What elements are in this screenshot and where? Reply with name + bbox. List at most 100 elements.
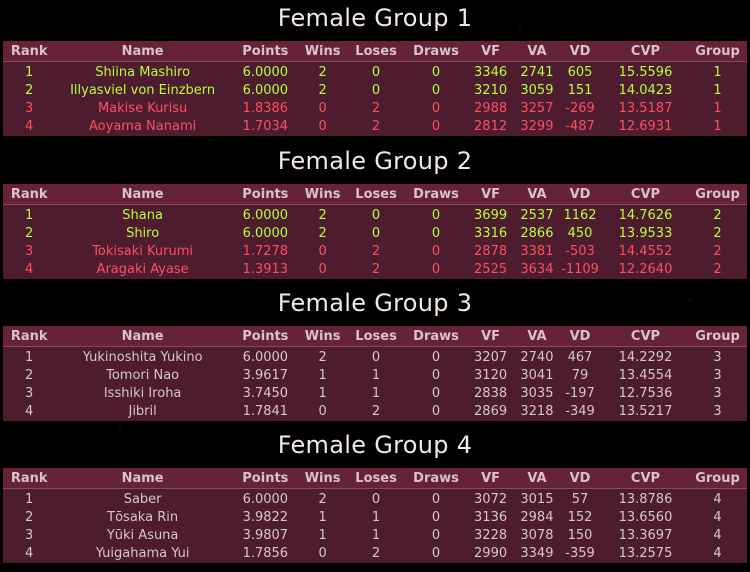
cell-vf: 2878 — [464, 243, 517, 261]
cell-va: 3035 — [516, 385, 558, 403]
cell-wins: 2 — [300, 61, 345, 82]
cell-vd: 57 — [557, 488, 603, 509]
cell-group: 2 — [688, 225, 747, 243]
cell-draws: 0 — [407, 118, 465, 136]
column-header-vd: VD — [557, 326, 603, 347]
cell-vf: 2869 — [464, 403, 517, 421]
cell-loses: 2 — [344, 261, 408, 279]
cell-vf: 2525 — [464, 261, 517, 279]
cell-draws: 0 — [407, 100, 465, 118]
cell-vf: 2990 — [464, 545, 517, 563]
cell-rank: 2 — [3, 82, 56, 100]
cell-vd: 150 — [557, 527, 603, 545]
column-header-rank: Rank — [3, 41, 56, 62]
cell-group: 1 — [688, 118, 747, 136]
cell-draws: 0 — [407, 204, 465, 225]
cell-cvp: 14.7626 — [602, 204, 689, 225]
cell-vd: -197 — [557, 385, 603, 403]
group-title: Female Group 2 — [277, 147, 473, 175]
standings-table: Rank Name Points Wins Loses Draws VF VA VD CVP Gro… — [3, 41, 747, 136]
cell-vf: 2838 — [464, 385, 517, 403]
cell-points: 1.7034 — [229, 118, 301, 136]
column-header-vf: VF — [464, 326, 517, 347]
cell-rank: 4 — [3, 545, 56, 563]
cell-wins: 0 — [300, 545, 345, 563]
cell-vd: 605 — [557, 61, 603, 82]
cell-name: Makise Kurisu — [55, 100, 230, 118]
cell-draws: 0 — [407, 61, 465, 82]
table-row: 1 Yukinoshita Yukino 6.0000 2 0 0 3207 2740 467 1… — [3, 346, 747, 367]
cell-points: 6.0000 — [229, 346, 301, 367]
cell-cvp: 14.2292 — [602, 346, 689, 367]
cell-vd: 79 — [557, 367, 603, 385]
table-row: 3 Tokisaki Kurumi 1.7278 0 2 0 2878 3381 -503 14.… — [3, 243, 747, 261]
cell-name: Shiina Mashiro — [55, 61, 230, 82]
cell-vd: -1109 — [557, 261, 603, 279]
group-section-1: Female Group 1 Rank Name Points Wins Loses Dra… — [0, 3, 750, 136]
standings-table: Rank Name Points Wins Loses Draws VF VA VD CVP Gro… — [3, 326, 747, 421]
cell-points: 1.3913 — [229, 261, 301, 279]
cell-group: 3 — [688, 367, 747, 385]
cell-loses: 0 — [344, 61, 408, 82]
table-row: 2 Illyasviel von Einzbern 6.0000 2 0 0 3210 305… — [3, 82, 747, 100]
cell-name: Aoyama Nanami — [55, 118, 230, 136]
table-row: 4 Yuigahama Yui 1.7856 0 2 0 2990 3349 -359 13.25… — [3, 545, 747, 563]
cell-rank: 1 — [3, 61, 56, 82]
cell-va: 2866 — [516, 225, 558, 243]
cell-name: Tokisaki Kurumi — [55, 243, 230, 261]
column-header-wins: Wins — [300, 41, 345, 62]
cell-cvp: 13.4554 — [602, 367, 689, 385]
cell-vf: 3072 — [464, 488, 517, 509]
cell-vd: 151 — [557, 82, 603, 100]
cell-va: 3381 — [516, 243, 558, 261]
cell-rank: 2 — [3, 509, 56, 527]
column-header-loses: Loses — [344, 184, 408, 205]
cell-group: 4 — [688, 545, 747, 563]
cell-points: 1.7856 — [229, 545, 301, 563]
cell-name: Jibril — [55, 403, 230, 421]
cell-draws: 0 — [407, 225, 465, 243]
cell-wins: 2 — [300, 204, 345, 225]
cell-vf: 3228 — [464, 527, 517, 545]
cell-points: 6.0000 — [229, 204, 301, 225]
table-row: 3 Isshiki Iroha 3.7450 1 1 0 2838 3035 -197 12.75… — [3, 385, 747, 403]
column-header-loses: Loses — [344, 41, 408, 62]
table-header-row: Rank Name Points Wins Loses Draws VF VA VD CVP Gro… — [3, 184, 747, 205]
cell-cvp: 13.3697 — [602, 527, 689, 545]
column-header-points: Points — [229, 326, 301, 347]
cell-group: 1 — [688, 61, 747, 82]
cell-vd: -349 — [557, 403, 603, 421]
cell-vd: 1162 — [557, 204, 603, 225]
cell-vd: -487 — [557, 118, 603, 136]
cell-cvp: 13.5187 — [602, 100, 689, 118]
cell-vf: 3316 — [464, 225, 517, 243]
cell-rank: 2 — [3, 367, 56, 385]
cell-points: 3.7450 — [229, 385, 301, 403]
column-header-points: Points — [229, 468, 301, 489]
cell-loses: 2 — [344, 243, 408, 261]
cell-name: Tomori Nao — [55, 367, 230, 385]
column-header-draws: Draws — [407, 468, 465, 489]
column-header-points: Points — [229, 184, 301, 205]
cell-cvp: 13.9533 — [602, 225, 689, 243]
cell-points: 1.7841 — [229, 403, 301, 421]
cell-va: 3015 — [516, 488, 558, 509]
column-header-points: Points — [229, 41, 301, 62]
column-header-cvp: CVP — [602, 41, 689, 62]
cell-rank: 3 — [3, 243, 56, 261]
cell-wins: 2 — [300, 82, 345, 100]
cell-name: Shana — [55, 204, 230, 225]
table-row: 1 Shiina Mashiro 6.0000 2 0 0 3346 2741 605 15.55… — [3, 61, 747, 82]
cell-va: 3299 — [516, 118, 558, 136]
cell-va: 2537 — [516, 204, 558, 225]
group-title: Female Group 1 — [277, 4, 473, 32]
table-row: 1 Shana 6.0000 2 0 0 3699 2537 1162 14.7626 2 — [3, 204, 747, 225]
column-header-cvp: CVP — [602, 326, 689, 347]
cell-vd: -503 — [557, 243, 603, 261]
cell-group: 1 — [688, 100, 747, 118]
table-row: 3 Yūki Asuna 3.9807 1 1 0 3228 3078 150 13.3697 4 — [3, 527, 747, 545]
column-header-group: Group — [688, 184, 747, 205]
cell-vd: 467 — [557, 346, 603, 367]
column-header-group: Group — [688, 41, 747, 62]
column-header-draws: Draws — [407, 184, 465, 205]
